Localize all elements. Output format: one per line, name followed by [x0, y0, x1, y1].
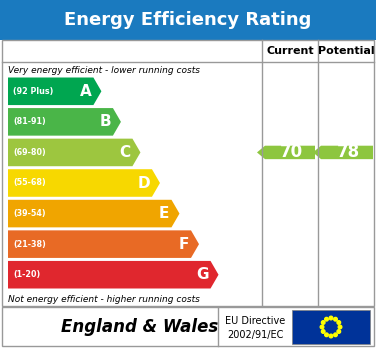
Text: F: F	[179, 237, 189, 252]
Bar	[2, 307, 374, 346]
Polygon shape	[8, 108, 121, 136]
Text: A: A	[80, 84, 91, 99]
Text: C: C	[119, 145, 130, 160]
Text: (92 Plus): (92 Plus)	[13, 87, 53, 96]
Bar	[0, 0, 376, 40]
Polygon shape	[8, 169, 160, 197]
Polygon shape	[8, 139, 141, 166]
Text: D: D	[137, 175, 150, 190]
Text: Not energy efficient - higher running costs: Not energy efficient - higher running co…	[8, 294, 200, 303]
Circle shape	[321, 321, 325, 324]
Text: Energy Efficiency Rating: Energy Efficiency Rating	[64, 11, 312, 29]
Polygon shape	[8, 261, 218, 288]
Text: 2002/91/EC: 2002/91/EC	[227, 330, 283, 340]
Text: G: G	[196, 267, 209, 282]
Circle shape	[337, 330, 341, 333]
Text: (55-68): (55-68)	[13, 179, 46, 188]
Circle shape	[321, 330, 325, 333]
Text: (69-80): (69-80)	[13, 148, 46, 157]
Polygon shape	[257, 146, 315, 159]
Text: Very energy efficient - lower running costs: Very energy efficient - lower running co…	[8, 66, 200, 75]
Text: 70: 70	[279, 143, 303, 161]
Text: Current: Current	[266, 46, 314, 56]
Polygon shape	[8, 200, 179, 227]
Bar	[292, 310, 370, 344]
Text: England & Wales: England & Wales	[61, 318, 218, 336]
Circle shape	[334, 333, 337, 337]
Circle shape	[325, 333, 328, 337]
Circle shape	[334, 317, 337, 321]
Text: E: E	[159, 206, 170, 221]
Circle shape	[329, 334, 333, 338]
Polygon shape	[8, 78, 102, 105]
Text: B: B	[99, 114, 111, 129]
Circle shape	[329, 316, 333, 320]
Bar	[2, 40, 374, 306]
Polygon shape	[8, 230, 199, 258]
Circle shape	[337, 321, 341, 324]
Text: EU Directive: EU Directive	[225, 316, 285, 326]
Text: 78: 78	[337, 143, 359, 161]
Text: (81-91): (81-91)	[13, 117, 46, 126]
Text: (21-38): (21-38)	[13, 240, 46, 248]
Polygon shape	[313, 146, 373, 159]
Text: Potential: Potential	[318, 46, 374, 56]
Text: (39-54): (39-54)	[13, 209, 45, 218]
Circle shape	[338, 325, 342, 329]
Circle shape	[325, 317, 328, 321]
Circle shape	[320, 325, 324, 329]
Text: (1-20): (1-20)	[13, 270, 40, 279]
